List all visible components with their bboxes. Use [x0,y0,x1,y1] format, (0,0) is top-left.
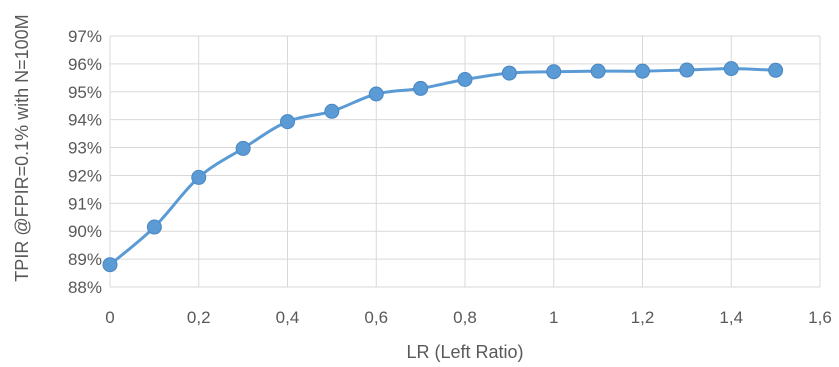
x-tick-label: 0 [105,308,114,327]
x-tick-label: 0,6 [364,308,388,327]
x-tick-label: 1,2 [631,308,655,327]
data-point [324,103,340,119]
data-point [368,86,384,102]
data-point [590,63,606,79]
y-tick-label: 97% [68,27,102,46]
y-axis-title: TPIR @FPIR=0.1% with N=100M [12,14,32,281]
data-point [635,63,650,79]
x-tick-label: 1,4 [719,308,743,327]
data-point [501,65,517,81]
data-point [723,61,739,77]
x-tick-label: 1,6 [808,308,832,327]
x-tick-label: 0,2 [187,308,211,327]
y-tick-label: 93% [68,139,102,158]
y-tick-label: 91% [68,194,102,213]
y-tick-label: 96% [68,55,102,74]
data-point [768,62,784,78]
y-axis-ticks: 88% 89% 90% 91% 92% 93% 94% 95% 96% 97% [68,27,102,297]
x-axis-ticks: 0 0,2 0,4 0,6 0,8 1 1,2 1,4 1,6 [105,308,832,327]
grid [109,35,821,288]
y-tick-label: 89% [68,250,102,269]
data-point [102,257,118,273]
series-layer [102,61,784,273]
data-point [146,219,162,235]
data-point [546,64,562,80]
x-tick-label: 1 [549,308,558,327]
data-point [235,140,251,156]
x-tick-label: 0,4 [276,308,300,327]
x-axis-title: LR (Left Ratio) [406,342,523,362]
data-point [679,62,695,78]
y-tick-label: 90% [68,222,102,241]
y-tick-label: 95% [68,83,102,102]
data-point [191,169,207,185]
data-point [280,114,295,130]
y-tick-label: 88% [68,278,102,297]
data-point [413,80,429,96]
series-line [109,67,776,266]
data-point [457,72,473,88]
x-tick-label: 0,8 [453,308,477,327]
y-tick-label: 94% [68,111,102,130]
y-tick-label: 92% [68,166,102,185]
